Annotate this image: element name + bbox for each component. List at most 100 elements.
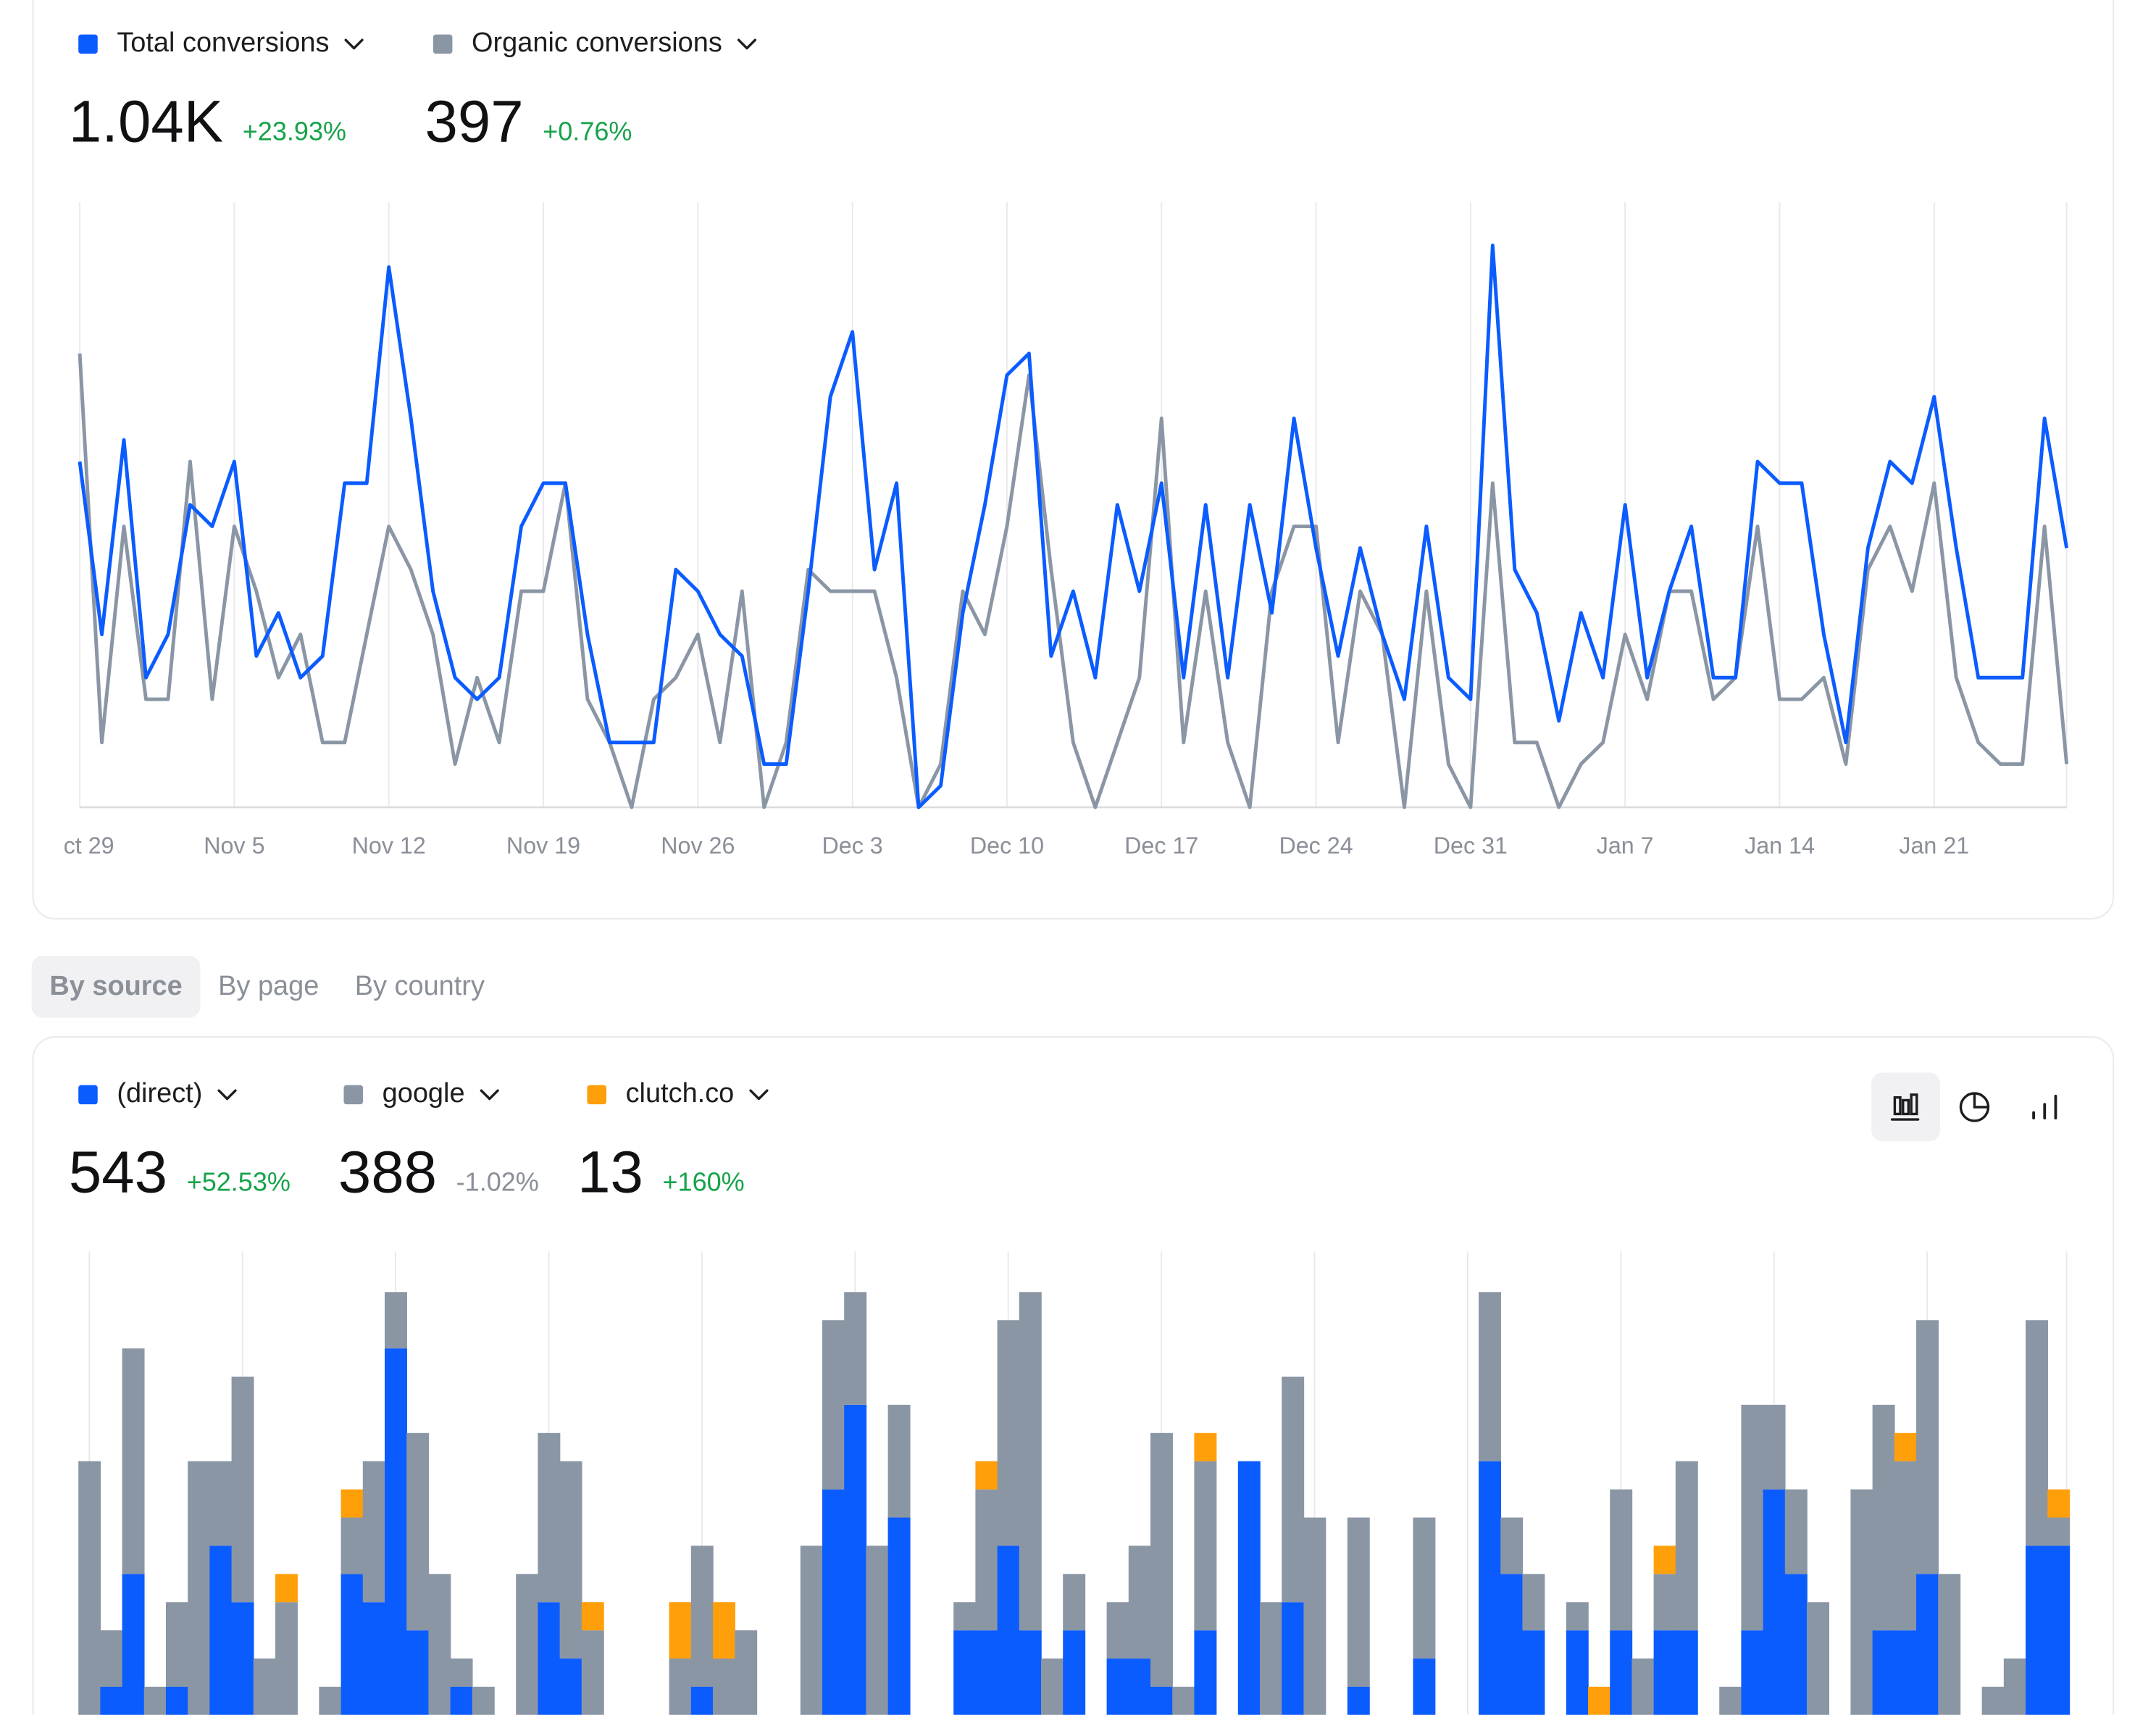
bar-segment	[78, 1461, 101, 1715]
bar-icon[interactable]	[2032, 1094, 2057, 1120]
bar-segment	[188, 1461, 211, 1715]
dropdown-chevron[interactable]	[737, 38, 757, 50]
bar-segment	[822, 1320, 845, 1490]
line-series	[78, 243, 2069, 809]
bar-segment	[1566, 1630, 1589, 1715]
tab-label[interactable]: By page	[218, 971, 319, 1001]
bar-segment	[1063, 1630, 1086, 1715]
legend-label[interactable]: clutch.co	[626, 1078, 735, 1109]
bar-segment	[1675, 1630, 1698, 1715]
bar-segment	[1610, 1630, 1633, 1715]
dropdown-chevron[interactable]	[480, 1089, 499, 1101]
bar-segment	[1784, 1489, 1808, 1574]
bar-segment	[1763, 1404, 1786, 1490]
bar-segment	[340, 1517, 364, 1574]
bar-segment	[275, 1602, 298, 1715]
dropdown-chevron[interactable]	[344, 38, 364, 50]
bar-segment	[538, 1602, 561, 1715]
bar-segment	[122, 1574, 145, 1715]
bar-segment	[275, 1574, 298, 1603]
bar-segment	[209, 1461, 233, 1546]
bar-segment	[1653, 1630, 1676, 1715]
bar-segment	[975, 1630, 998, 1715]
bar-segment	[428, 1574, 451, 1715]
bar-segment	[997, 1320, 1020, 1546]
bar-segment	[384, 1348, 407, 1715]
bar-segment	[1128, 1545, 1151, 1659]
bar-segment	[887, 1517, 911, 1715]
tab-background[interactable]	[31, 956, 201, 1018]
bar-segment	[1041, 1658, 1064, 1715]
bar-segment	[1347, 1686, 1370, 1715]
bar-segment	[1631, 1658, 1655, 1715]
bar-segment	[1872, 1630, 1895, 1715]
x-tick-label: Oct 29	[46, 833, 114, 859]
bar-segment	[669, 1658, 692, 1715]
bar-segment	[2026, 1320, 2048, 1546]
bar-segment	[406, 1630, 430, 1715]
bar-segment	[844, 1292, 867, 1405]
bar-segment	[231, 1376, 254, 1603]
bar-segment	[975, 1489, 998, 1631]
pie-icon[interactable]	[1959, 1092, 1990, 1122]
bar-segment	[1479, 1461, 1501, 1715]
bar-segment	[100, 1630, 123, 1687]
bar-segment	[1172, 1686, 1195, 1715]
bar-segment	[1522, 1630, 1545, 1715]
bar-segment	[538, 1432, 561, 1603]
bar-chart	[78, 1251, 2071, 1715]
bar-segment	[1872, 1404, 1895, 1631]
stacked-bar-button[interactable]	[1871, 1072, 1941, 1142]
chart-type-switch	[1871, 1072, 2057, 1142]
metric-change: +0.76%	[543, 117, 632, 146]
bar-segment	[690, 1545, 714, 1687]
bar-segment	[1588, 1686, 1610, 1715]
bar-segment	[559, 1461, 582, 1659]
bar-segment	[1807, 1602, 1829, 1715]
x-tick-label: Dec 10	[970, 833, 1044, 859]
bar-segment	[122, 1348, 145, 1574]
bar-segment	[100, 1686, 123, 1715]
bar-segment	[1282, 1602, 1305, 1715]
legend-label[interactable]: Organic conversions	[472, 28, 722, 58]
bar-segment	[1063, 1574, 1086, 1631]
bar-segment	[362, 1602, 385, 1715]
bar-segment	[1347, 1517, 1370, 1687]
bar-segment	[1741, 1630, 1764, 1715]
tab-label[interactable]: By country	[355, 971, 485, 1001]
stacked-bar-icon	[1890, 1093, 1920, 1121]
metrics: Total conversions 1.04K +23.93% Organic con…	[69, 28, 769, 1206]
bar-segment	[1260, 1602, 1282, 1715]
bar-segment	[1522, 1574, 1545, 1631]
bar-segment	[1784, 1574, 1808, 1715]
dropdown-chevron[interactable]	[749, 1089, 769, 1101]
bar-segment	[1106, 1602, 1129, 1659]
bar-segment	[1303, 1517, 1326, 1715]
bar-segment	[253, 1658, 276, 1715]
bar-segment	[1150, 1432, 1173, 1687]
tab-label[interactable]: By source	[49, 971, 182, 1001]
x-tick-label: Dec 3	[822, 833, 883, 859]
metric-change: +23.93%	[243, 117, 346, 146]
legend-swatch	[433, 34, 453, 54]
x-tick-label: Dec 24	[1279, 833, 1353, 859]
bar-segment	[1194, 1630, 1217, 1715]
bar-segment	[1916, 1320, 1939, 1574]
metric-value: 1.04K	[69, 89, 223, 155]
x-tick-label: Dec 31	[1434, 833, 1508, 859]
bar-segment	[1500, 1517, 1524, 1574]
legend-swatch	[587, 1085, 606, 1105]
bar-segment	[1150, 1686, 1173, 1715]
bar-segment	[1019, 1292, 1042, 1631]
dropdown-chevron[interactable]	[217, 1089, 237, 1101]
x-tick-label: Nov 5	[204, 833, 264, 859]
legend-label[interactable]: Total conversions	[117, 28, 329, 58]
bar-segment	[319, 1686, 342, 1715]
bar-segment	[1741, 1404, 1764, 1631]
bar-segment	[1653, 1545, 1676, 1574]
legend-label[interactable]: (direct)	[117, 1078, 202, 1109]
legend-label[interactable]: google	[383, 1078, 465, 1109]
metric-value: 543	[69, 1140, 167, 1206]
bar-segment	[1894, 1630, 1917, 1715]
bar-segment	[165, 1602, 188, 1687]
